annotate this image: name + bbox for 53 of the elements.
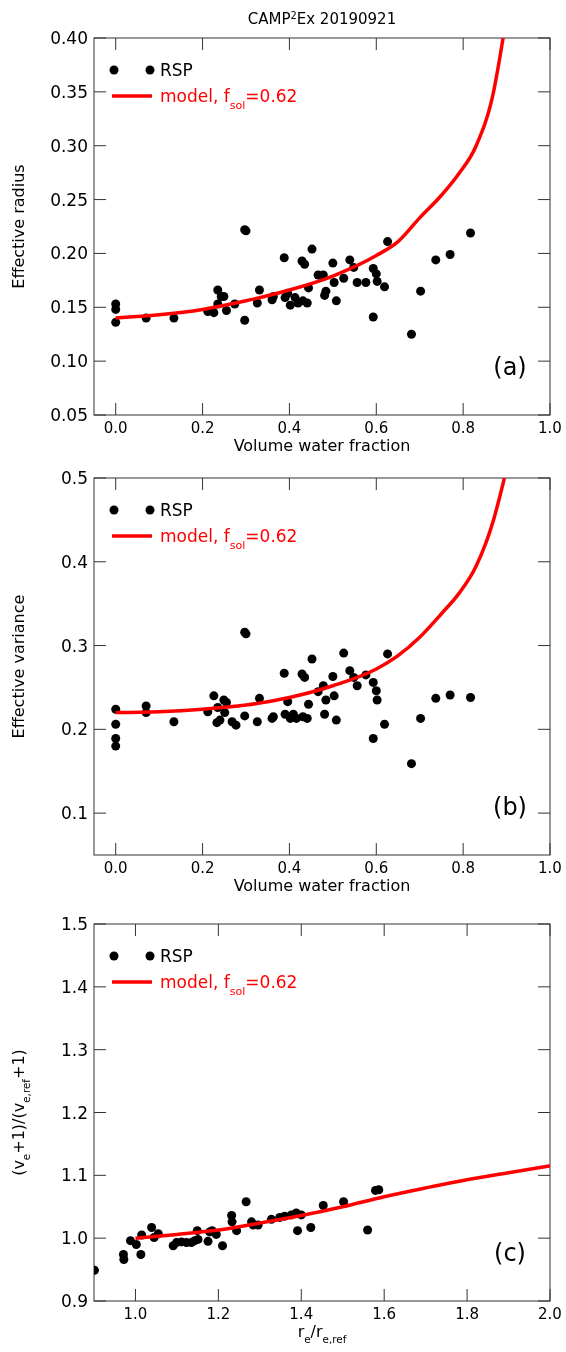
y-axis-title: Effective variance [9,594,28,739]
y-tick-label: 0.3 [60,635,88,656]
y-tick-label: 1.0 [60,1228,88,1249]
x-tick-label: 2.0 [538,1305,562,1323]
y-tick-label: 0.10 [50,351,88,372]
legend-label: RSP [160,500,193,520]
legend-label: RSP [160,60,193,80]
y-tick-label: 0.05 [50,405,88,425]
legend-label: model, f$_{sol}$=0.62 [160,972,298,998]
x-tick-label: 0.0 [103,859,128,877]
x-tick-label: 0.8 [451,419,476,437]
y-tick-label: 0.9 [60,1291,88,1311]
y-tick-label: 1.5 [60,914,88,934]
y-tick-label: 0.1 [60,803,88,824]
y-tick-label: 0.25 [50,189,88,210]
y-tick-label: 0.40 [50,28,88,48]
y-tick-label: 0.35 [50,81,88,102]
y-tick-label: 0.15 [50,297,88,318]
x-tick-label: 1.6 [372,1305,397,1323]
x-tick-label: 1.2 [206,1305,231,1323]
y-tick-label: 1.3 [60,1039,88,1060]
y-tick-label: 0.30 [50,135,88,156]
y-tick-label: 0.20 [50,243,88,264]
y-tick-label: 1.2 [60,1102,88,1123]
x-tick-label: 0.6 [364,859,389,877]
annotation: (c) [494,1239,526,1267]
x-axis-title: r$_{e}$/r$_{e,ref}$ [297,1322,347,1345]
y-tick-label: 0.5 [60,468,88,488]
x-tick-label: 1.0 [538,859,562,877]
x-axis-title: Volume water fraction [233,436,411,455]
x-tick-label: 0.4 [277,419,302,437]
y-tick-label: 0.2 [60,719,88,740]
y-tick-label: 1.4 [60,976,88,997]
chart-title: CAMP$^{2}$Ex 20190921 [247,9,397,28]
legend-label: model, f$_{sol}$=0.62 [160,526,298,552]
annotation: (b) [493,793,527,821]
y-tick-label: 0.4 [60,551,88,572]
x-tick-label: 0.6 [364,419,389,437]
annotation: (a) [493,353,527,381]
x-tick-label: 0.2 [190,859,215,877]
x-tick-label: 1.8 [455,1305,480,1323]
x-axis-title: Volume water fraction [233,876,411,895]
x-tick-label: 0.4 [277,859,302,877]
x-tick-label: 1.4 [289,1305,314,1323]
legend-label: model, f$_{sol}$=0.62 [160,86,298,112]
y-tick-label: 1.1 [60,1165,88,1186]
x-tick-label: 1.0 [123,1305,148,1323]
x-tick-label: 0.8 [451,859,476,877]
y-axis-title: Effective radius [9,164,28,289]
x-tick-label: 1.0 [538,419,562,437]
legend-label: RSP [160,946,193,966]
x-tick-label: 0.0 [103,419,128,437]
x-tick-label: 0.2 [190,419,215,437]
